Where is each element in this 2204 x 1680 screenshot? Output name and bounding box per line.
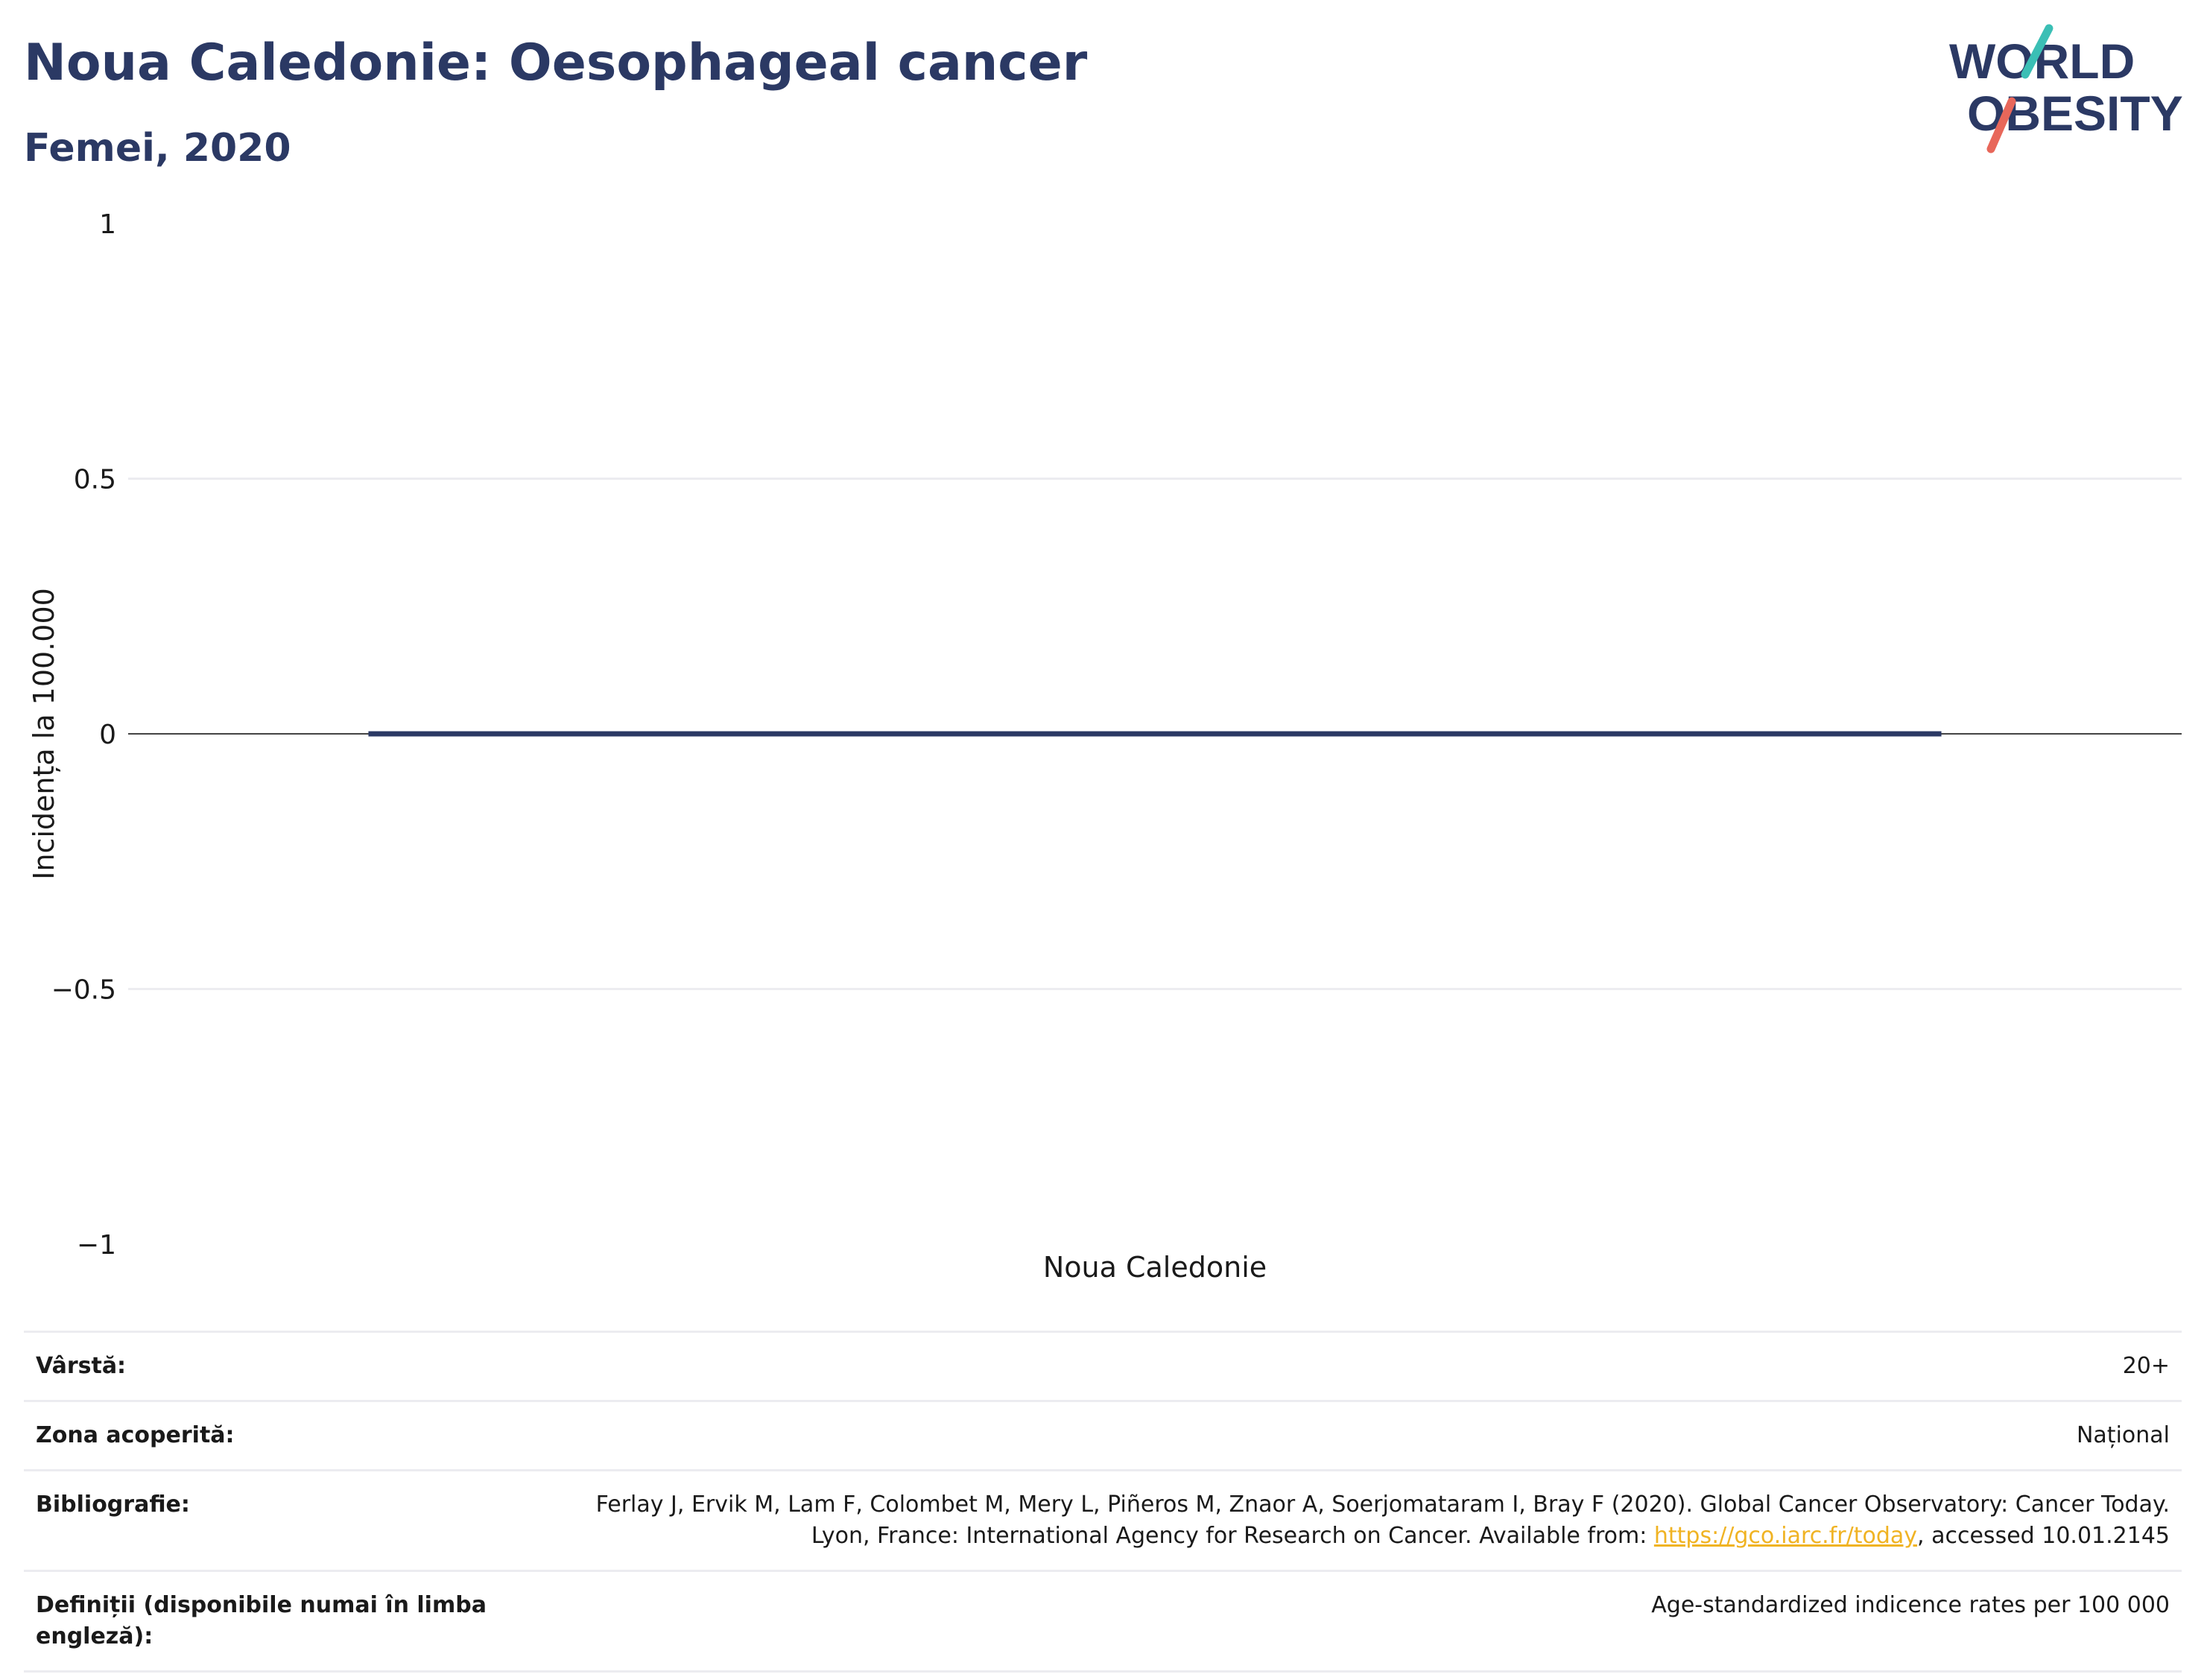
info-label: Zona acoperită: [36,1422,235,1448]
info-row-definitions: Definiții (disponibile numai în limba en… [24,1570,2182,1672]
chart-title: Noua Caledonie: Oesophageal cancer [24,34,1088,92]
gco-link[interactable]: https://gco.iarc.fr/today [1653,1523,1918,1549]
info-table: Vârstă: 20+ Zona acoperită: Național Bib… [24,1331,2182,1673]
info-row-area: Zona acoperită: Național [24,1401,2182,1471]
logo-slash-bottom-icon [1986,97,2016,153]
info-label: Vârstă: [36,1353,127,1379]
bars [368,731,1942,737]
info-value: Ferlay J, Ervik M, Lam F, Colombet M, Me… [532,1471,2182,1571]
bibliography-accessed: , accessed 10.01.2145 [1917,1523,2170,1549]
chart-subtitle: Femei, 2020 [24,126,291,171]
info-label: Definiții (disponibile numai în limba en… [36,1592,487,1649]
info-row-bibliography: Bibliografie: Ferlay J, Ervik M, Lam F, … [24,1470,2182,1571]
info-label: Bibliografie: [36,1492,190,1518]
info-value: 20+ [2122,1353,2170,1379]
y-tick-label: 1 [99,209,116,240]
y-tick-label: 0.5 [74,465,116,495]
y-tick-label: 0 [99,720,116,750]
x-tick-label: Noua Caledonie [1043,1251,1267,1284]
bar[interactable] [368,731,1942,737]
y-tick-labels: 1 0.5 0 −0.5 −1 [51,209,116,1261]
world-obesity-logo: WORLD OBESITY [1949,24,2183,153]
y-tick-label: −1 [77,1230,116,1261]
logo-slash-top-icon [2021,24,2053,79]
info-value: Național [2076,1422,2170,1448]
y-axis-label: Incidența la 100.000 [28,588,60,880]
info-value: Age-standardized indicence rates per 100… [1651,1592,2170,1618]
bar-chart: 1 0.5 0 −0.5 −1 Noua Caledonie Incidența la … [28,209,2182,1284]
info-row-age: Vârstă: 20+ [24,1331,2182,1401]
y-tick-label: −0.5 [51,975,116,1006]
bibliography-text: Ferlay J, Ervik M, Lam F, Colombet M, Me… [595,1492,2170,1549]
x-tick-labels: Noua Caledonie [1043,1251,1267,1284]
